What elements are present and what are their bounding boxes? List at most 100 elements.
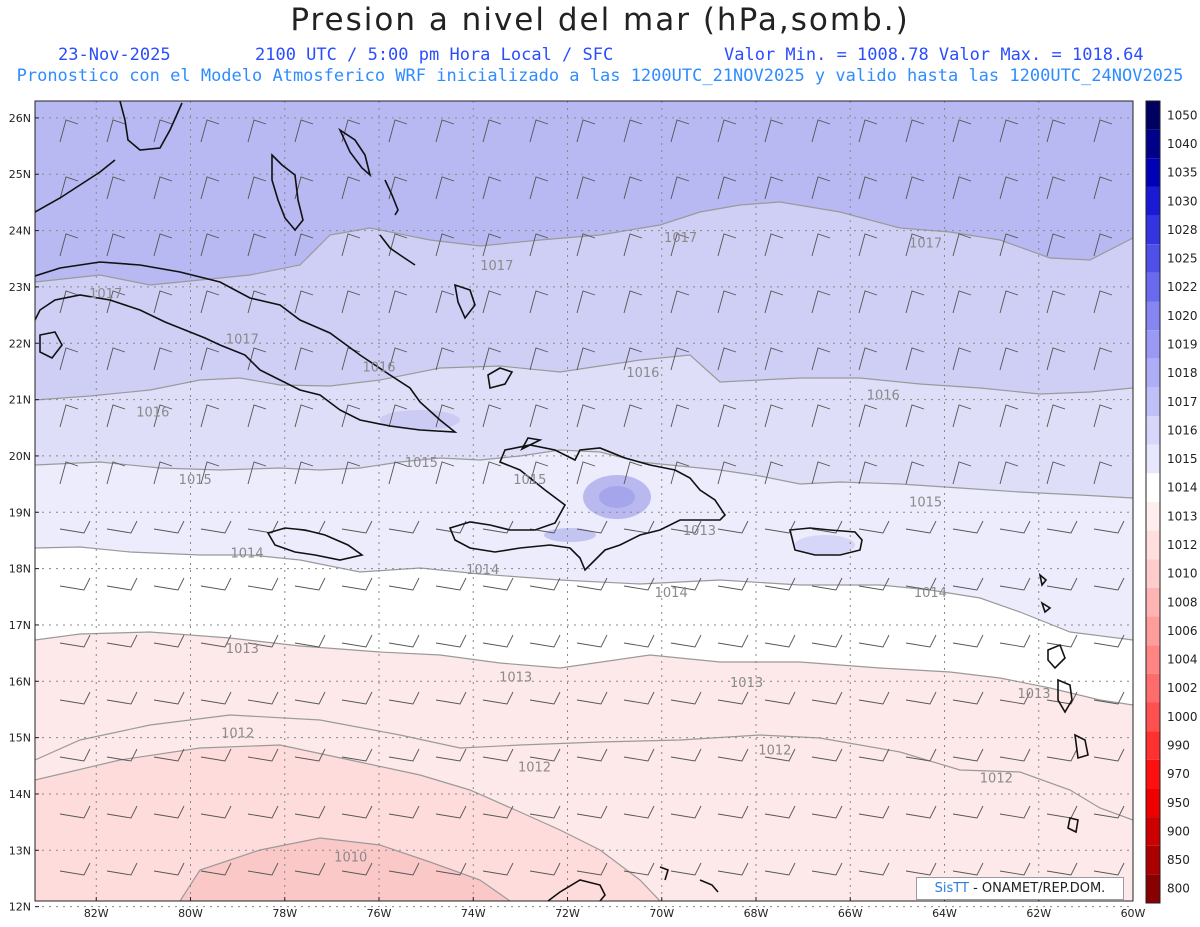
wind-barb — [858, 347, 878, 371]
wind-barb — [59, 290, 79, 314]
lat-label: 12N — [9, 901, 31, 914]
wind-barb — [529, 862, 561, 876]
wind-barb — [905, 634, 937, 648]
wind-barb — [764, 461, 784, 485]
isobar-label: 1015 — [405, 456, 438, 471]
wind-barb — [200, 176, 220, 200]
wind-barb — [153, 520, 185, 534]
wind-barb — [247, 233, 267, 257]
isobar-label: 1017 — [480, 259, 513, 274]
lat-label: 23N — [9, 281, 31, 294]
colorbar-label: 1002 — [1167, 681, 1198, 695]
wind-barb — [388, 634, 420, 648]
wind-barb — [1093, 290, 1113, 314]
wind-barb — [388, 461, 408, 485]
wind-barb — [153, 577, 185, 591]
wind-barb — [1093, 691, 1125, 705]
wind-barb — [200, 119, 220, 143]
wind-barb — [247, 634, 279, 648]
wind-barb — [576, 748, 608, 762]
wind-barb — [1093, 520, 1125, 534]
wind-barb — [670, 634, 702, 648]
pressure-shading — [35, 101, 1133, 901]
wind-barb — [764, 347, 784, 371]
lat-label: 14N — [9, 788, 31, 801]
wind-barb — [623, 634, 655, 648]
forecast-time: 2100 UTC / 5:00 pm Hora Local / SFC — [255, 45, 614, 65]
wind-barb — [153, 119, 173, 143]
wind-barb — [482, 691, 514, 705]
colorbar-label: 1020 — [1167, 309, 1198, 323]
lon-label: 78W — [272, 907, 297, 920]
wind-barb — [294, 290, 314, 314]
wind-barb — [670, 347, 690, 371]
colorbar-swatch — [1146, 215, 1160, 245]
wind-barb — [576, 634, 608, 648]
lat-lon-grid — [35, 101, 1134, 908]
wind-barb — [764, 805, 796, 819]
lat-label: 13N — [9, 844, 31, 857]
isobar-label: 1013 — [1017, 687, 1050, 702]
colorbar-label: 1016 — [1167, 423, 1198, 437]
colorbar-label: 1017 — [1167, 395, 1198, 409]
wind-barb — [576, 290, 596, 314]
wind-barb — [717, 461, 737, 485]
wind-barb — [529, 520, 561, 534]
wind-barb — [529, 748, 561, 762]
wind-barb — [388, 404, 408, 428]
wind-barb — [905, 290, 925, 314]
colorbar-swatch — [1146, 731, 1160, 760]
wind-barb — [576, 176, 596, 200]
wind-barb — [1046, 233, 1066, 257]
wind-barb — [1046, 691, 1078, 705]
isobar-label: 1016 — [362, 360, 395, 375]
colorbar-swatch — [1146, 702, 1160, 732]
wind-barb — [717, 176, 737, 200]
wind-barb — [106, 634, 138, 648]
wind-barb — [858, 520, 890, 534]
wind-barb — [106, 805, 138, 819]
isobar-label: 1013 — [226, 642, 259, 657]
wind-barb — [811, 748, 843, 762]
colorbar-swatch — [1146, 502, 1160, 531]
wind-barb — [717, 577, 749, 591]
wind-barb — [1093, 461, 1113, 485]
colorbar-swatch — [1146, 788, 1160, 818]
colorbar-label: 1022 — [1167, 280, 1198, 294]
wind-barb — [529, 233, 549, 257]
wind-barb — [999, 461, 1019, 485]
wind-barb — [952, 577, 984, 591]
wind-barb — [341, 634, 373, 648]
wind-barb — [59, 577, 91, 591]
isobar-label: 1014 — [914, 586, 947, 601]
wind-barb — [1093, 634, 1125, 648]
wind-barb — [670, 691, 702, 705]
wind-barb — [59, 691, 91, 705]
wind-barb — [811, 233, 831, 257]
isobar-label: 1014 — [231, 546, 264, 561]
wind-barb — [905, 577, 937, 591]
lon-label: 62W — [1026, 907, 1051, 920]
isobar-label: 1013 — [730, 676, 763, 691]
isobar-label: 1016 — [867, 389, 900, 404]
wind-barb — [999, 290, 1019, 314]
wind-barb — [529, 691, 561, 705]
wind-barbs — [59, 119, 1125, 876]
wind-barb — [576, 577, 608, 591]
lat-label: 19N — [9, 506, 31, 519]
wind-barb — [858, 404, 878, 428]
wind-barb — [1093, 748, 1125, 762]
wind-barb — [623, 404, 643, 428]
wind-barb — [1046, 748, 1078, 762]
wind-barb — [435, 290, 455, 314]
colorbar-swatch — [1146, 530, 1160, 560]
wind-barb — [388, 805, 420, 819]
wind-barb — [905, 805, 937, 819]
colorbar-label: 1040 — [1167, 137, 1198, 151]
wind-barb — [999, 404, 1019, 428]
wind-barb — [200, 404, 220, 428]
wind-barb — [106, 862, 138, 876]
wind-barb — [435, 634, 467, 648]
wind-barb — [435, 347, 455, 371]
wind-barb — [341, 404, 361, 428]
